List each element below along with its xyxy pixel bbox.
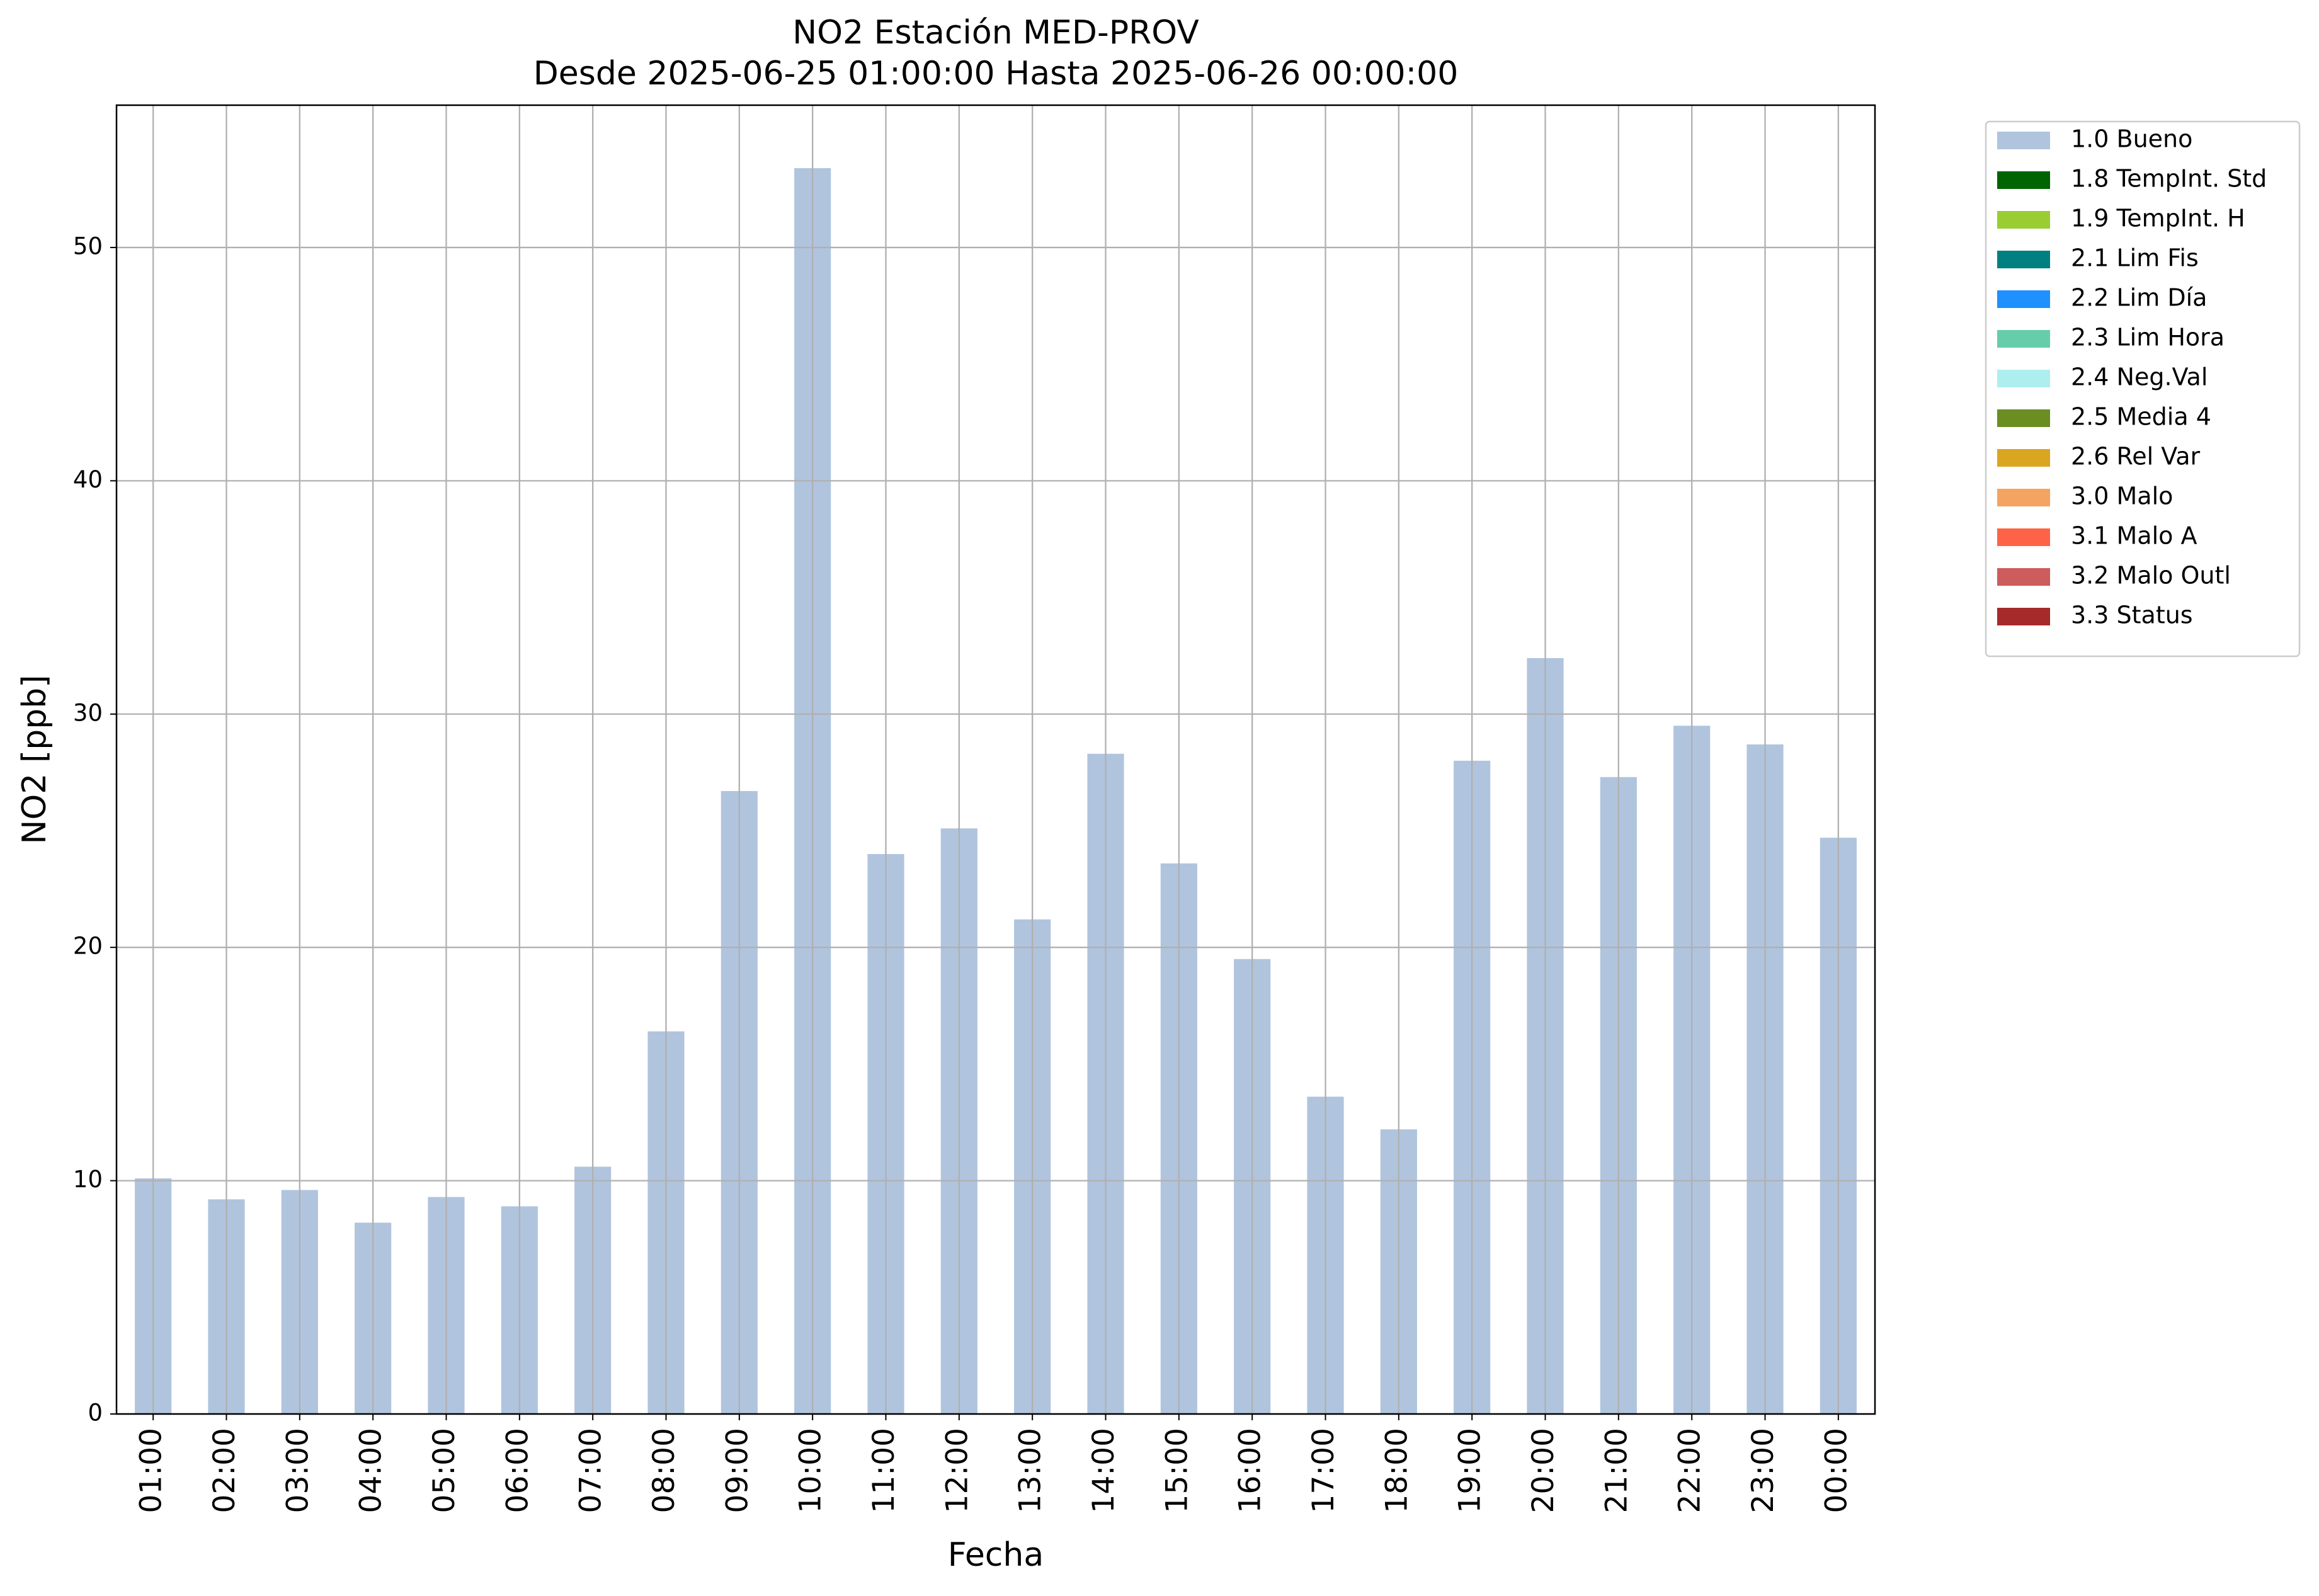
chart-title: NO2 Estación MED-PROV	[792, 14, 1199, 52]
y-tick-label: 0	[88, 1399, 103, 1427]
legend-label: 2.2 Lim Día	[2071, 284, 2207, 312]
legend-label: 2.4 Neg.Val	[2071, 363, 2208, 391]
y-tick-label: 50	[73, 232, 103, 259]
x-tick-label: 10:00	[794, 1428, 828, 1513]
plot-frame	[115, 104, 1876, 1415]
legend-swatch	[1997, 489, 2050, 506]
x-tick-label: 22:00	[1673, 1428, 1707, 1513]
y-axis-label: NO2 [ppb]	[16, 675, 54, 844]
x-tick-label: 00:00	[1819, 1428, 1854, 1513]
legend-label: 1.0 Bueno	[2071, 125, 2192, 153]
x-tick-label: 23:00	[1746, 1428, 1781, 1513]
x-tick-label: 17:00	[1306, 1428, 1341, 1513]
x-tick-label: 21:00	[1599, 1428, 1634, 1513]
legend-swatch	[1997, 449, 2050, 467]
legend-swatch	[1997, 330, 2050, 348]
legend-swatch	[1997, 568, 2050, 586]
y-tick-label: 40	[73, 466, 103, 493]
chart-subtitle: Desde 2025-06-25 01:00:00 Hasta 2025-06-…	[533, 55, 1459, 93]
legend-swatch	[1997, 132, 2050, 149]
legend-label: 2.5 Media 4	[2071, 403, 2211, 431]
x-tick-label: 06:00	[500, 1428, 535, 1513]
x-tick-label: 04:00	[354, 1428, 389, 1513]
x-tick-label: 20:00	[1526, 1428, 1561, 1513]
legend-label: 2.1 Lim Fis	[2071, 244, 2199, 272]
legend-label: 2.6 Rel Var	[2071, 443, 2201, 470]
x-tick-label: 18:00	[1379, 1428, 1414, 1513]
x-tick-label: 19:00	[1453, 1428, 1488, 1513]
y-tick-label: 20	[73, 933, 103, 960]
x-tick-label: 13:00	[1013, 1428, 1048, 1513]
x-tick-label: 05:00	[427, 1428, 462, 1513]
legend-label: 1.8 TempInt. Std	[2071, 165, 2267, 193]
legend-label: 1.9 TempInt. H	[2071, 205, 2245, 232]
legend-label: 3.2 Malo Outl	[2071, 562, 2231, 590]
x-tick-label: 09:00	[720, 1428, 755, 1513]
legend-swatch	[1997, 251, 2050, 268]
legend-label: 3.1 Malo A	[2071, 522, 2197, 550]
x-tick-label: 07:00	[574, 1428, 608, 1513]
legend-label: 2.3 Lim Hora	[2071, 324, 2225, 351]
legend-swatch	[1997, 211, 2050, 229]
legend-swatch	[1997, 409, 2050, 427]
x-tick-label: 01:00	[134, 1428, 169, 1513]
legend-swatch	[1997, 171, 2050, 189]
x-tick-label: 12:00	[940, 1428, 974, 1513]
y-tick-label: 30	[73, 699, 103, 726]
x-tick-label: 03:00	[280, 1428, 315, 1513]
x-tick-label: 16:00	[1233, 1428, 1268, 1513]
x-tick-label: 02:00	[207, 1428, 242, 1513]
legend-box	[1985, 120, 2301, 658]
x-tick-label: 11:00	[867, 1428, 901, 1513]
legend-swatch	[1997, 528, 2050, 546]
x-tick-label: 08:00	[647, 1428, 681, 1513]
legend-label: 3.0 Malo	[2071, 482, 2173, 510]
x-tick-label: 15:00	[1160, 1428, 1194, 1513]
x-axis-label: Fecha	[948, 1536, 1044, 1574]
y-tick-label: 10	[73, 1166, 103, 1193]
legend-swatch	[1997, 608, 2050, 625]
x-tick-label: 14:00	[1086, 1428, 1121, 1513]
legend-swatch	[1997, 370, 2050, 387]
legend-label: 3.3 Status	[2071, 601, 2193, 629]
legend-swatch	[1997, 290, 2050, 308]
